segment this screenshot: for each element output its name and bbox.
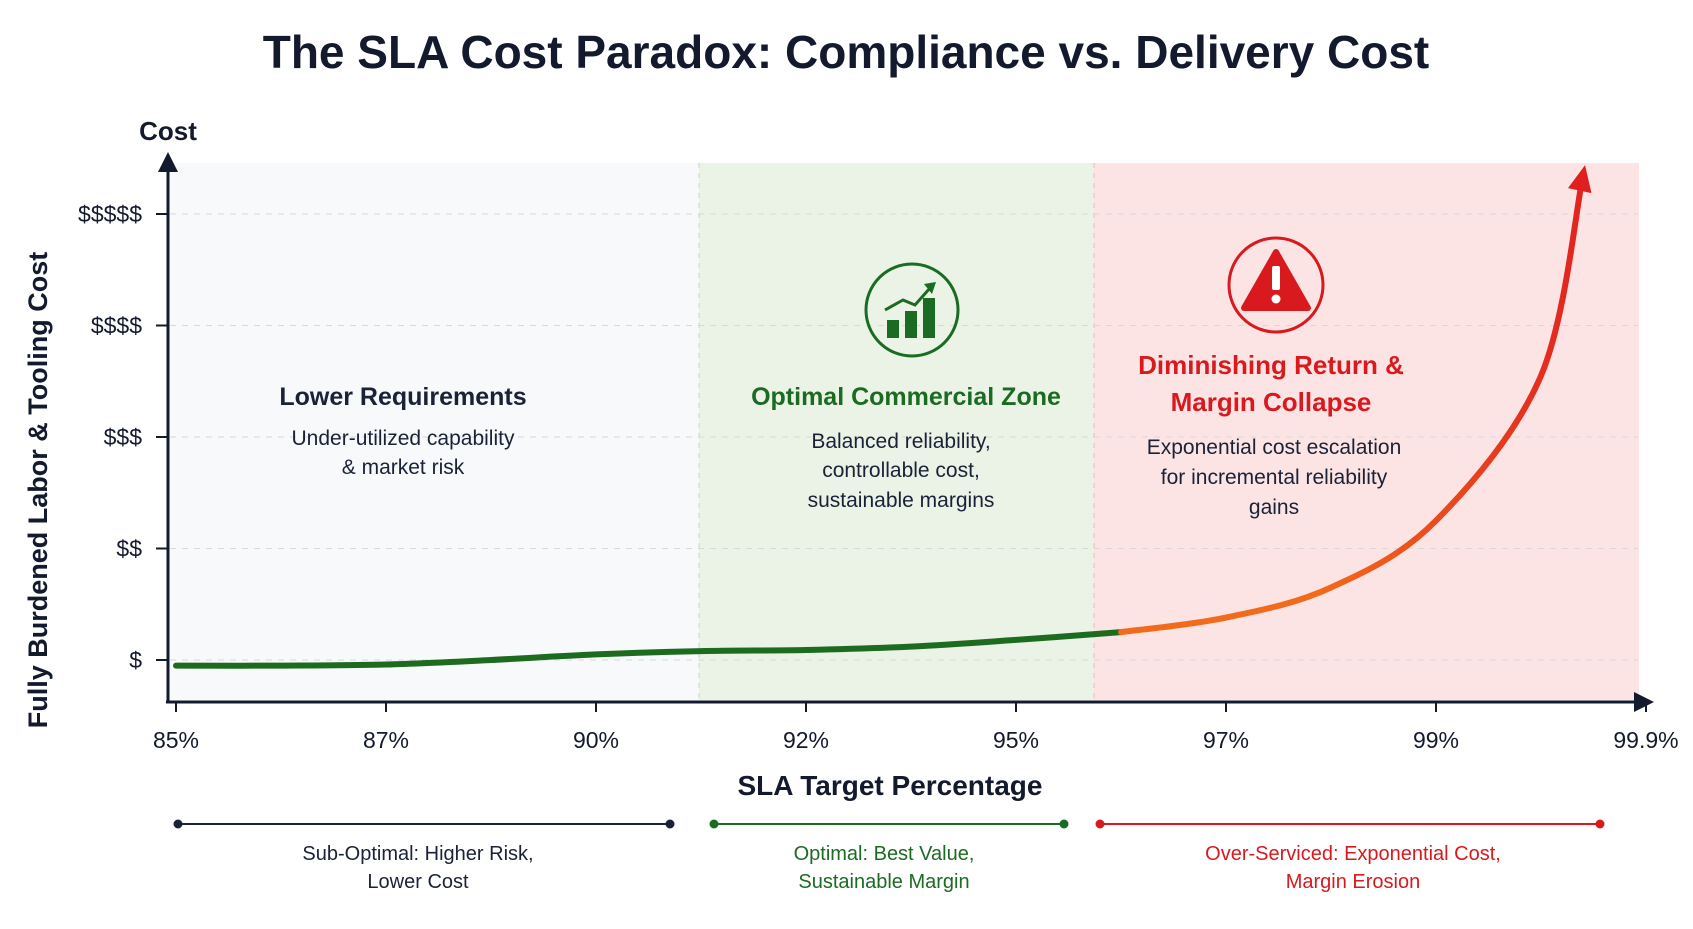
x-tick-labels: 85% 87% 90% 92% 95% 97% 99% 99.9% — [153, 702, 1679, 753]
x-tick-label: 92% — [783, 727, 829, 753]
zone-bg-diminishing — [1094, 163, 1639, 700]
y-axis-caption: Cost — [139, 116, 197, 146]
range-legend-overserviced-label-1: Over-Serviced: Exponential Cost, — [1205, 843, 1501, 865]
zone-optimal-body-1: Balanced reliability, — [811, 430, 990, 453]
chart-title: The SLA Cost Paradox: Compliance vs. Del… — [263, 26, 1430, 78]
zone-lower-heading: Lower Requirements — [279, 383, 526, 411]
range-legend-suboptimal-label-1: Sub-Optimal: Higher Risk, — [302, 843, 533, 865]
zone-bg-lower — [168, 163, 699, 700]
y-tick-label: $$$$$ — [78, 201, 142, 227]
y-axis-label: Fully Burdened Labor & Tooling Cost — [23, 252, 53, 728]
grid-lines — [170, 213, 1638, 661]
zone-lower-body-1: Under-utilized capability — [292, 427, 515, 450]
x-tick-label: 99% — [1413, 727, 1459, 753]
zone-diminishing-body-1: Exponential cost escalation — [1147, 436, 1402, 459]
y-tick-label: $$$$ — [91, 313, 142, 339]
x-axis-label: SLA Target Percentage — [738, 770, 1043, 801]
y-tick-label: $$ — [116, 536, 142, 562]
range-legend-overserviced: Over-Serviced: Exponential Cost, Margin … — [1095, 819, 1605, 893]
range-legend-optimal-label-2: Sustainable Margin — [798, 871, 969, 893]
x-tick-label: 85% — [153, 727, 199, 753]
range-legend-optimal: Optimal: Best Value, Sustainable Margin — [709, 819, 1069, 893]
curve-segment-optimal — [173, 629, 1124, 669]
x-tick-label: 87% — [363, 727, 409, 753]
y-tick-label: $ — [129, 647, 142, 673]
zone-optimal-body-3: sustainable margins — [808, 489, 995, 512]
zone-diminishing-body-3: gains — [1249, 496, 1299, 519]
growth-chart-icon — [864, 262, 960, 358]
zone-diminishing-heading-1: Diminishing Return & — [1138, 350, 1404, 380]
curve-arrowhead — [1567, 165, 1592, 194]
x-tick-label: 97% — [1203, 727, 1249, 753]
y-tick-labels: $$$$$$$$$$$$$$$ — [78, 201, 168, 673]
curve-segment-escalation — [1118, 172, 1586, 636]
zone-bg-optimal — [699, 163, 1094, 700]
x-axis-arrow — [1634, 692, 1654, 712]
x-tick-label: 90% — [573, 727, 619, 753]
range-legend-overserviced-label-2: Margin Erosion — [1286, 871, 1421, 893]
range-legend-suboptimal: Sub-Optimal: Higher Risk, Lower Cost — [173, 819, 675, 893]
range-legend-suboptimal-label-2: Lower Cost — [367, 871, 469, 893]
x-tick-label: 95% — [993, 727, 1039, 753]
zone-diminishing-heading-2: Margin Collapse — [1171, 387, 1372, 417]
zone-diminishing-body-2: for incremental reliability — [1161, 466, 1388, 489]
x-tick-label: 99.9% — [1613, 727, 1678, 753]
cost-curve — [173, 165, 1592, 669]
range-legend-optimal-label-1: Optimal: Best Value, — [794, 843, 975, 865]
y-axis-arrow — [158, 152, 178, 172]
warning-icon — [1227, 236, 1325, 334]
y-tick-label: $$$ — [104, 424, 143, 450]
zone-optimal-body-2: controllable cost, — [822, 459, 980, 482]
zone-optimal-heading: Optimal Commercial Zone — [751, 383, 1061, 411]
zone-lower-body-2: & market risk — [342, 456, 465, 479]
